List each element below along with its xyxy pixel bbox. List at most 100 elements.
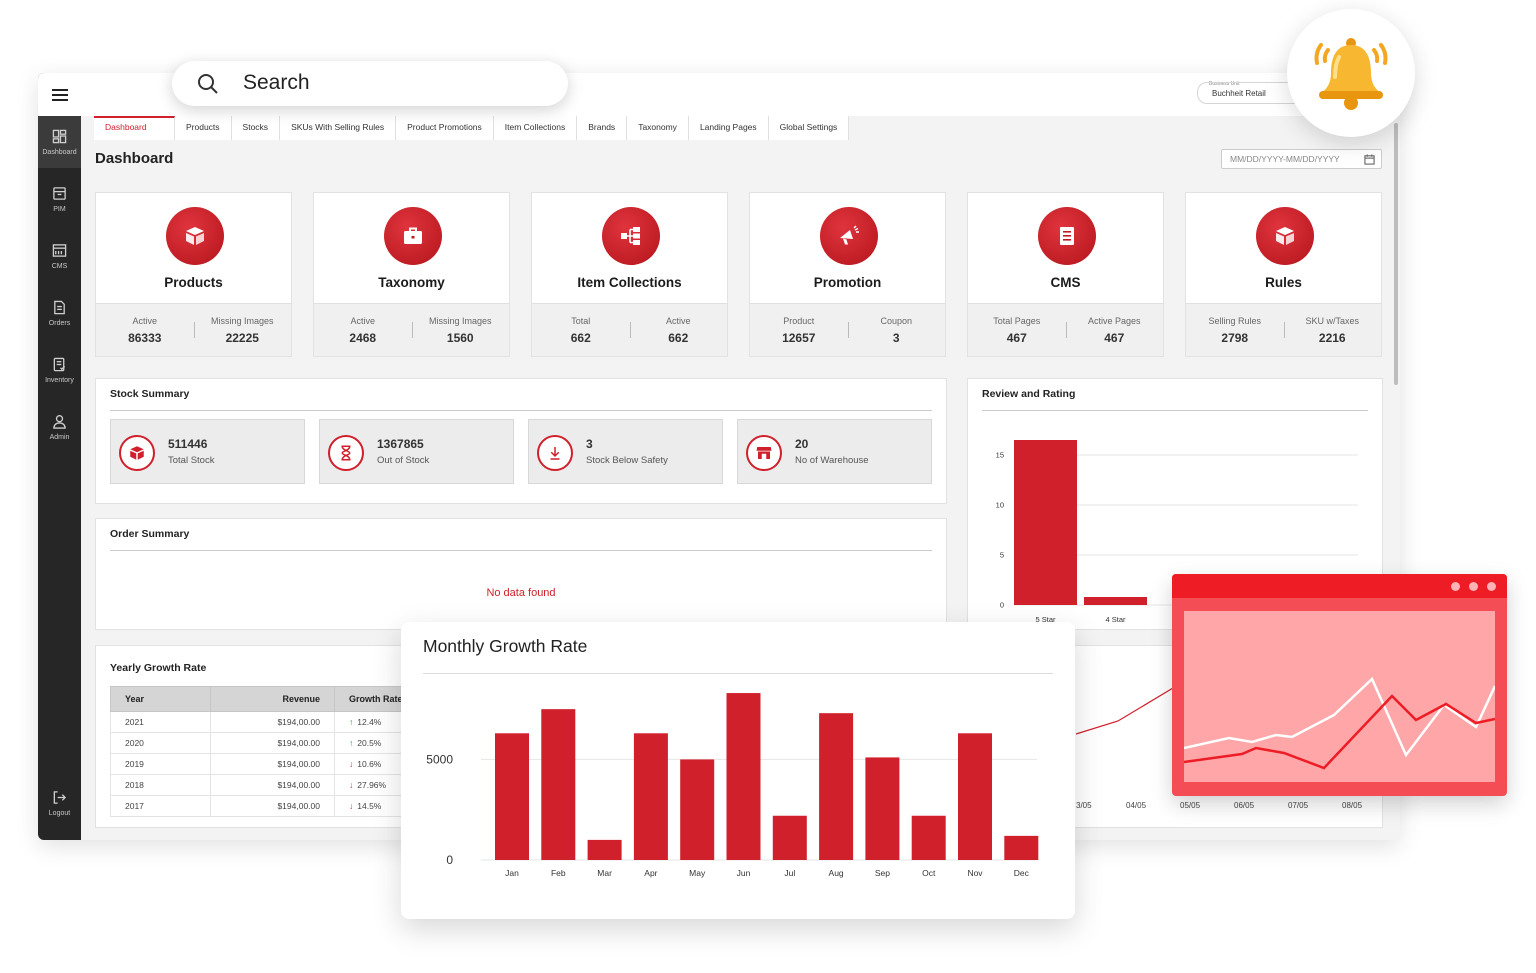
stock-value: 1367865 [377,437,424,451]
stock-below-safety[interactable]: 3 Stock Below Safety [528,419,723,484]
rate-value: 27.96% [357,780,387,790]
stat-label: Active Pages [1087,316,1141,326]
year-cell: 2019 [110,753,211,775]
box-icon [119,435,155,471]
trend-lines [1183,676,1497,770]
bar [911,815,946,860]
tab-stocks[interactable]: Stocks [231,116,281,140]
bar [1004,835,1039,860]
document-icon [1038,207,1096,265]
y-tick-label: 5 [1000,551,1004,560]
search-input[interactable]: Search [243,71,310,94]
sidebar-item-cms[interactable]: CMS [38,230,81,282]
tab-item-collections[interactable]: Item Collections [493,116,578,140]
card-title: Promotion [813,275,882,290]
sidebar-item-pim[interactable]: PIM [38,173,81,225]
stock-out[interactable]: 1367865 Out of Stock [319,419,514,484]
stock-label: No of Warehouse [795,455,869,466]
notification-button[interactable] [1287,9,1415,137]
column-header: Year [110,686,211,712]
hamburger-icon [51,88,68,101]
stock-value: 20 [795,437,809,451]
tab-global-settings[interactable]: Global Settings [768,116,850,140]
x-tick-label: 4 Star [1105,615,1126,624]
stat-value: 467 [1006,331,1027,345]
sidebar-item-label: PIM [53,205,66,213]
sidebar-item-dashboard[interactable]: Dashboard [38,116,81,168]
arrow-down-icon: ↓ [349,759,354,769]
sidebar-item-logout[interactable]: Logout [38,777,81,829]
cms-icon [52,243,67,257]
card-rules[interactable]: Rules Selling Rules 2798 SKU w/Taxes 2216 [1185,192,1382,357]
tab-products[interactable]: Products [175,116,232,140]
x-tick-label: Jan [505,868,519,878]
stat-value: 2216 [1318,331,1346,345]
stock-warehouses[interactable]: 20 No of Warehouse [737,419,932,484]
divider [982,410,1368,411]
tab-product-promotions[interactable]: Product Promotions [396,116,494,140]
sidebar-item-label: Dashboard [42,148,77,156]
tab-dashboard[interactable]: Dashboard [94,116,175,140]
stock-label: Total Stock [168,455,215,466]
stock-total[interactable]: 511446 Total Stock [110,419,305,484]
bar [772,815,807,860]
card-stats: Active 2468 Missing Images 1560 [314,303,509,356]
x-tick-label: 5 Star [1035,615,1056,624]
y-tick-label: 0 [1000,601,1004,610]
date-range-placeholder: MM/DD/YYYY-MM/DD/YYYY [1230,154,1340,164]
card-promotion[interactable]: Promotion Product 12657 Coupon 3 [749,192,946,357]
window-dot [1469,582,1478,591]
tab-brands[interactable]: Brands [577,116,628,140]
sidebar: Dashboard PIM CMS Orders Inventory Admin… [38,73,81,840]
card-cms[interactable]: CMS Total Pages 467 Active Pages 467 [967,192,1164,357]
business-unit-value: Buchheit Retail [1212,89,1266,98]
stat-label: Total [571,316,591,326]
year-cell: 2017 [110,795,211,817]
stock-value: 511446 [168,437,208,451]
card-title: Item Collections [577,275,682,290]
card-title: Products [164,275,223,290]
x-tick-label: Jul [784,868,795,878]
stat-label: Selling Rules [1208,316,1262,326]
pim-icon [53,186,66,200]
stat-label: Missing Images [210,316,274,326]
divider [110,410,932,411]
table-row: 2020 $194,00.00 ↑ 20.5% [110,732,430,754]
menu-toggle[interactable] [38,73,81,116]
date-tick: 06/05 [1234,801,1255,810]
sidebar-item-admin[interactable]: Admin [38,401,81,453]
tab-taxonomy[interactable]: Taxonomy [627,116,689,140]
hierarchy-icon [602,207,660,265]
review-rating-chart: 0 5 10 15 5 Star 4 Star [996,440,1358,624]
y-tick-label: 10 [996,501,1004,510]
sidebar-item-label: Admin [49,433,70,441]
stat-label: Missing Images [428,316,492,326]
tab-skus-with-selling-rules[interactable]: SKUs With Selling Rules [280,116,397,140]
card-item-collections[interactable]: Item Collections Total 662 Active 662 [531,192,728,357]
stat-value: 467 [1104,331,1125,345]
store-icon [746,435,782,471]
x-tick-label: Mar [597,868,612,878]
sidebar-item-inventory[interactable]: Inventory [38,344,81,396]
rate-value: 14.5% [357,801,382,811]
stat-value: 662 [668,331,689,345]
year-cell: 2020 [110,732,211,754]
date-tick: 3/05 [1076,801,1092,810]
stat-value: 2798 [1221,331,1249,345]
stock-value: 3 [586,437,593,451]
date-tick: 05/05 [1180,801,1201,810]
sidebar-item-label: Inventory [45,376,74,384]
card-taxonomy[interactable]: Taxonomy Active 2468 Missing Images 1560 [313,192,510,357]
bar [587,839,622,860]
calendar-icon[interactable] [1364,154,1375,165]
bar [1014,440,1077,605]
search-bar[interactable]: Search [172,61,568,106]
scrollbar[interactable] [1394,123,1398,385]
sidebar-item-orders[interactable]: Orders [38,287,81,339]
bar [680,759,715,860]
card-products[interactable]: Products Active 86333 Missing Images 22225 [95,192,292,357]
stat-value: 2468 [349,331,377,345]
date-range-input[interactable]: MM/DD/YYYY-MM/DD/YYYY [1221,149,1382,169]
revenue-cell: $194,00.00 [210,774,335,796]
tab-landing-pages[interactable]: Landing Pages [688,116,769,140]
